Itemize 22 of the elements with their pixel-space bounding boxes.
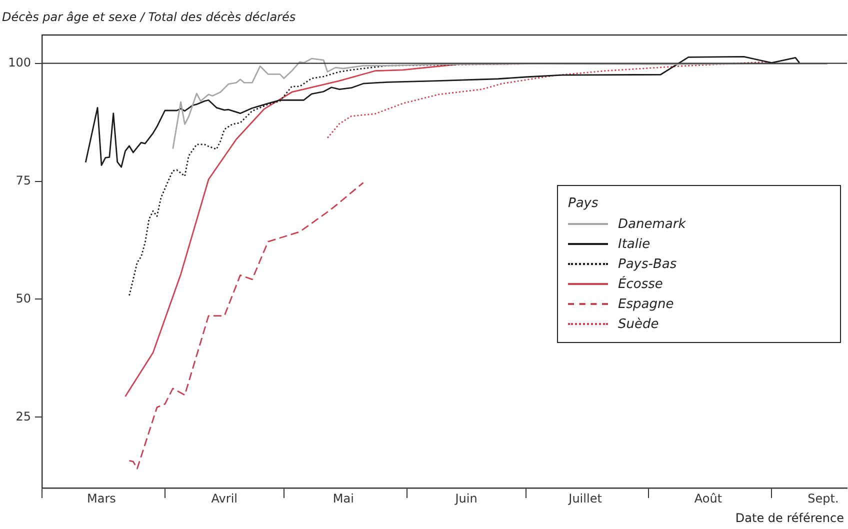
- legend-label: Danemark: [618, 216, 686, 232]
- x-axis-title: Date de référence: [735, 511, 844, 525]
- x-tick-label: Mai: [332, 491, 354, 506]
- legend-label: Pays-Bas: [618, 256, 677, 272]
- legend-label: Italie: [618, 236, 650, 252]
- legend-label: Espagne: [618, 296, 674, 312]
- y-tick-label: 25: [16, 409, 31, 424]
- y-tick-label: 100: [8, 55, 31, 70]
- line-series: [326, 61, 768, 139]
- x-tick-label: Août: [694, 491, 722, 506]
- chart-title: Décès par âge et sexe / Total des décès déclarés: [2, 10, 296, 24]
- x-tick-label: Sept.: [808, 491, 839, 506]
- legend-label: Écosse: [618, 276, 663, 292]
- y-tick-label: 50: [16, 291, 31, 306]
- legend-label: Suède: [618, 316, 659, 332]
- line-series: [128, 182, 364, 470]
- legend-title: Pays: [568, 195, 600, 213]
- x-tick-label: Mars: [87, 491, 116, 506]
- x-tick-label: Avril: [211, 491, 238, 506]
- y-tick-label: 75: [16, 173, 31, 188]
- x-tick-label: Juillet: [568, 491, 602, 506]
- x-tick-label: Juin: [454, 491, 478, 506]
